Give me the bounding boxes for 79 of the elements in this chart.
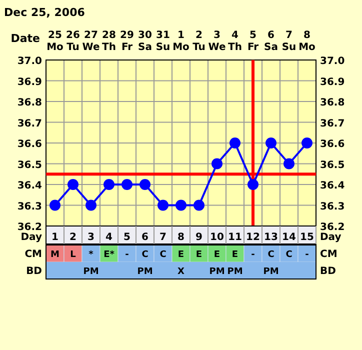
point — [266, 138, 276, 148]
text: C — [142, 250, 148, 260]
x2-tick-label: 2 — [70, 232, 77, 243]
x2-tick-label: 5 — [124, 232, 131, 243]
text: C — [286, 250, 292, 260]
text: E — [214, 250, 220, 260]
x-tick-label: 8 Mo — [298, 30, 316, 53]
x2-tick-label: 1 — [52, 232, 59, 243]
text: M — [50, 250, 60, 260]
x-tick-label: 29 Fr — [120, 30, 134, 53]
text: X — [178, 267, 184, 277]
x-tick-label: 6 Sa — [264, 30, 278, 53]
x2-tick-label: 11 — [228, 232, 242, 243]
y-tick-label: 36.4 — [17, 180, 42, 192]
point — [248, 179, 258, 190]
text: - — [125, 250, 129, 260]
x-tick-label: 7 Su — [282, 30, 296, 53]
chart-title: Dec 25, 2006 — [4, 6, 86, 19]
x-tick-label: 1 Mo — [172, 30, 190, 53]
point — [86, 200, 96, 211]
x2-tick-label: 10 — [210, 232, 224, 243]
x-tick-label: 2 Tu — [192, 30, 206, 53]
x2-tick-label: 14 — [282, 232, 296, 243]
text: E — [232, 250, 238, 260]
point — [230, 138, 240, 148]
text: E* — [104, 250, 114, 260]
text: C — [268, 250, 274, 260]
x-tick-label: 3 We — [208, 30, 226, 53]
x2-tick-label: 4 — [106, 232, 113, 243]
text: Day — [320, 232, 342, 243]
x-tick-label: 5 Fr — [247, 30, 259, 53]
x2-tick-label: 13 — [264, 232, 278, 243]
x2-tick-label: 8 — [178, 232, 185, 243]
point — [302, 138, 312, 148]
point — [194, 200, 204, 211]
x-tick-label: 25 Mo — [46, 30, 64, 53]
point — [158, 200, 168, 211]
x-tick-label: 28 Th — [102, 30, 116, 53]
point — [284, 158, 294, 170]
point — [122, 179, 132, 190]
y-tick-label: 36.9 — [17, 76, 42, 88]
text: - — [251, 250, 255, 260]
x-tick-label: 31 Su — [156, 30, 170, 53]
y-tick-label: 36.6 — [17, 139, 42, 150]
y-tick-label: 36.2 — [17, 222, 42, 233]
x2-tick-label: 12 — [246, 232, 260, 243]
text: PM — [137, 267, 153, 277]
text: * — [88, 250, 94, 260]
x2-tick-label: 7 — [160, 232, 167, 243]
text: PM — [209, 267, 225, 277]
y-tick-label: 36.5 — [17, 160, 42, 171]
x2-tick-label: 3 — [88, 232, 95, 243]
point — [140, 179, 150, 190]
y-tick-label: 36.7 — [17, 118, 42, 130]
point — [104, 179, 114, 190]
text: PM — [263, 267, 279, 277]
text: - — [305, 250, 309, 260]
text: PM — [227, 267, 243, 277]
y-tick-label: 37.0 — [17, 56, 42, 67]
x2-axis-title: Day — [20, 232, 42, 243]
text: PM — [83, 267, 99, 277]
point — [68, 179, 78, 190]
point — [212, 158, 222, 170]
text: E — [178, 250, 184, 260]
point — [50, 200, 60, 211]
x-tick-label: 30 Sa — [138, 30, 152, 53]
text: L — [70, 250, 76, 260]
x-tick-label: 27 We — [82, 30, 100, 53]
x2-tick-label: 6 — [142, 232, 149, 243]
y-tick-label: 36.8 — [17, 98, 42, 108]
point — [176, 200, 186, 211]
x-tick-label: 26 Tu — [66, 30, 80, 53]
x2-tick-label: 9 — [196, 232, 203, 243]
x-tick-label: 4 Th — [228, 30, 242, 53]
y-tick-label: 36.3 — [17, 201, 42, 212]
x2-tick-label: 15 — [300, 232, 314, 243]
text: E — [196, 250, 202, 260]
text: C — [160, 250, 166, 260]
x-axis-title: Date — [10, 32, 40, 45]
